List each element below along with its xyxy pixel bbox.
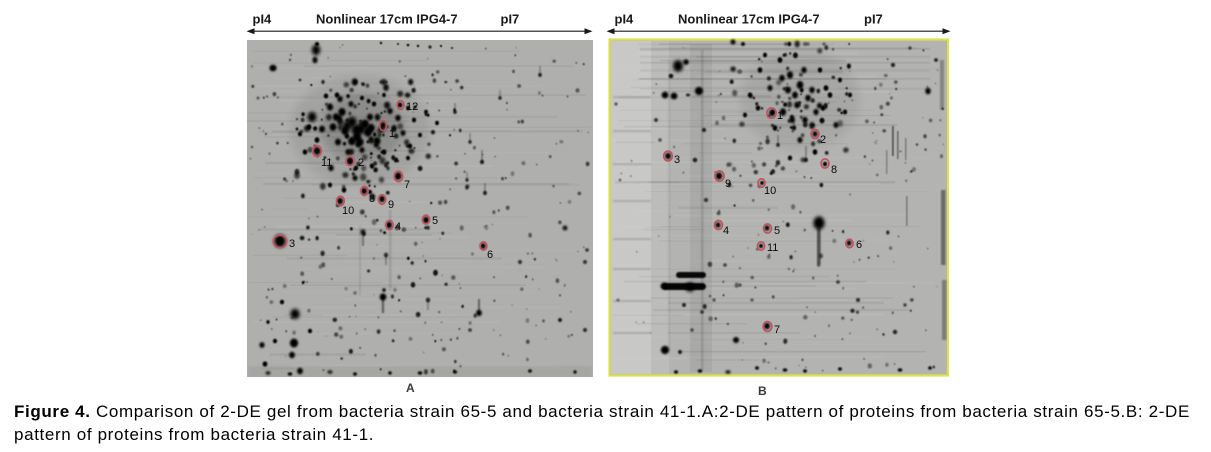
svg-text:10: 10: [342, 205, 354, 217]
svg-text:8: 8: [369, 193, 375, 205]
svg-text:7: 7: [774, 324, 780, 336]
svg-text:Nonlinear 17cm IPG4-7: Nonlinear 17cm IPG4-7: [316, 12, 458, 27]
svg-text:2: 2: [820, 134, 826, 146]
svg-text:11: 11: [767, 242, 778, 254]
svg-text:pI4: pI4: [615, 12, 635, 27]
svg-text:1: 1: [777, 110, 783, 122]
svg-text:3: 3: [674, 154, 680, 166]
svg-text:1: 1: [389, 128, 395, 140]
svg-text:6: 6: [487, 249, 493, 261]
svg-text:4: 4: [723, 225, 729, 237]
svg-text:pI7: pI7: [501, 12, 520, 27]
svg-text:pI7: pI7: [864, 12, 883, 27]
svg-text:A: A: [406, 381, 415, 395]
svg-text:B: B: [758, 384, 767, 398]
svg-text:Nonlinear 17cm IPG4-7: Nonlinear 17cm IPG4-7: [678, 12, 820, 27]
svg-text:3: 3: [289, 238, 295, 250]
svg-text:2: 2: [358, 157, 364, 169]
svg-text:5: 5: [774, 225, 780, 237]
svg-text:pI4: pI4: [253, 12, 273, 27]
svg-text:7: 7: [404, 179, 410, 191]
svg-text:5: 5: [432, 215, 438, 227]
svg-text:8: 8: [831, 164, 837, 176]
svg-text:6: 6: [856, 239, 862, 251]
svg-text:9: 9: [388, 199, 394, 211]
svg-text:4: 4: [395, 221, 401, 233]
svg-text:9: 9: [725, 178, 731, 190]
svg-text:11: 11: [321, 157, 332, 169]
svg-text:12: 12: [406, 101, 418, 113]
svg-text:10: 10: [764, 185, 776, 197]
